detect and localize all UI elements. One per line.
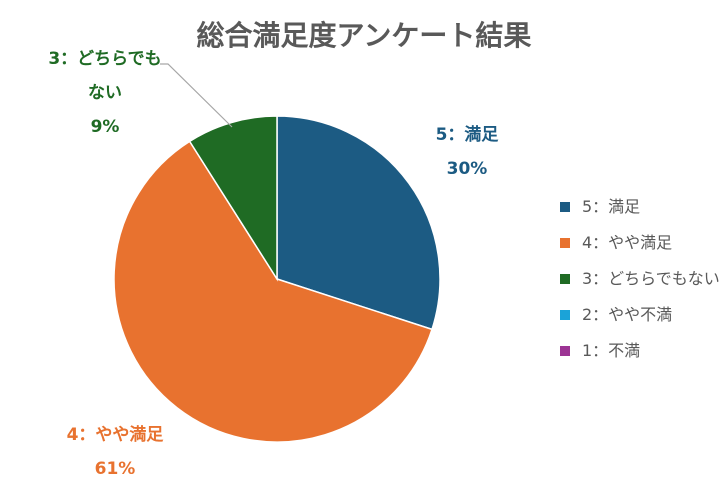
- data-label-slice-3-category: 3：どちらでも: [48, 49, 162, 69]
- data-label-slice-5: 5：満足 30%: [412, 118, 522, 186]
- legend-label: 4：やや満足: [582, 233, 673, 252]
- legend-swatch: [560, 238, 570, 248]
- data-label-slice-3-category-cont: ない: [88, 83, 122, 103]
- data-label-slice-4: 4：やや満足 61%: [40, 418, 190, 486]
- data-label-slice-4-category: 4：やや満足: [66, 425, 164, 445]
- pie-slice-4: [113, 140, 433, 443]
- data-label-slice-5-category: 5：満足: [435, 125, 499, 145]
- data-label-slice-3: 3：どちらでも ない 9%: [30, 42, 180, 144]
- legend-label: 5：満足: [582, 197, 641, 216]
- pie-slice-3: [188, 115, 278, 282]
- legend-label: 3：どちらでもない: [582, 269, 720, 288]
- pie-slice-5: [276, 115, 441, 331]
- data-label-slice-5-percent: 30%: [446, 159, 488, 179]
- legend-label: 2：やや不満: [582, 305, 673, 324]
- chart-title: 総合満足度アンケート結果: [196, 19, 532, 52]
- legend-swatch: [560, 346, 570, 356]
- data-label-slice-4-percent: 61%: [94, 459, 136, 479]
- legend-label: 1：不満: [582, 341, 641, 360]
- legend-swatch: [560, 310, 570, 320]
- legend-swatch: [560, 202, 570, 212]
- leader-line-slice-3: [160, 63, 233, 128]
- data-label-slice-3-percent: 9%: [90, 117, 120, 137]
- legend-swatch: [560, 274, 570, 284]
